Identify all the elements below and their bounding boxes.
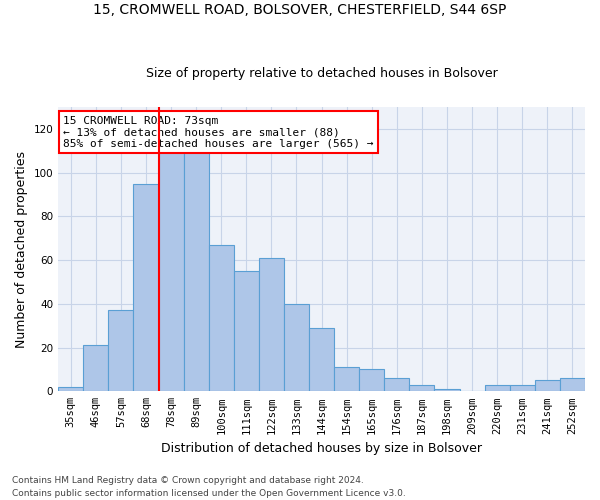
Text: 15 CROMWELL ROAD: 73sqm
← 13% of detached houses are smaller (88)
85% of semi-de: 15 CROMWELL ROAD: 73sqm ← 13% of detache…: [64, 116, 374, 149]
X-axis label: Distribution of detached houses by size in Bolsover: Distribution of detached houses by size …: [161, 442, 482, 455]
Bar: [109, 310, 133, 392]
Bar: [133, 184, 158, 392]
Y-axis label: Number of detached properties: Number of detached properties: [15, 150, 28, 348]
Bar: [158, 131, 184, 392]
Bar: [560, 378, 585, 392]
Bar: [83, 346, 109, 392]
Title: Size of property relative to detached houses in Bolsover: Size of property relative to detached ho…: [146, 66, 497, 80]
Bar: [209, 245, 234, 392]
Bar: [434, 389, 460, 392]
Bar: [234, 271, 259, 392]
Text: 15, CROMWELL ROAD, BOLSOVER, CHESTERFIELD, S44 6SP: 15, CROMWELL ROAD, BOLSOVER, CHESTERFIEL…: [94, 2, 506, 16]
Bar: [284, 304, 309, 392]
Bar: [485, 384, 510, 392]
Bar: [535, 380, 560, 392]
Bar: [309, 328, 334, 392]
Bar: [184, 144, 209, 392]
Bar: [58, 387, 83, 392]
Bar: [359, 370, 385, 392]
Bar: [510, 384, 535, 392]
Bar: [259, 258, 284, 392]
Text: Contains HM Land Registry data © Crown copyright and database right 2024.
Contai: Contains HM Land Registry data © Crown c…: [12, 476, 406, 498]
Bar: [334, 368, 359, 392]
Bar: [385, 378, 409, 392]
Bar: [409, 384, 434, 392]
